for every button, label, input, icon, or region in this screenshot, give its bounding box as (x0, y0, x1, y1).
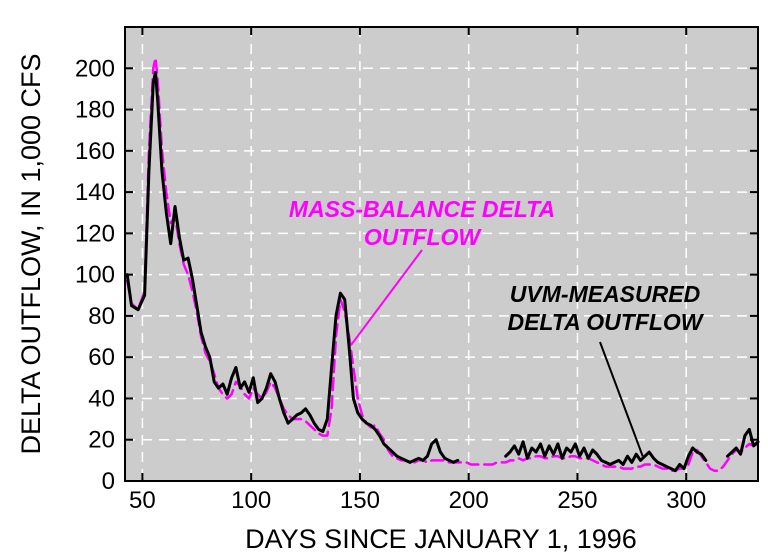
x-tick-label: 250 (557, 487, 597, 514)
plot-background (125, 27, 758, 481)
x-tick-label: 200 (449, 487, 489, 514)
x-tick-label: 300 (666, 487, 706, 514)
y-tick-label: 200 (75, 55, 115, 82)
annotation-line: UVM-MEASURED (510, 281, 700, 307)
annotation-text: UVM-MEASURED DELTA OUTFLOW (507, 281, 704, 335)
uvm-measured-series-line (504, 440, 708, 473)
y-tick-label: 100 (75, 262, 115, 289)
y-axis-label: DELTA OUTFLOW, IN 1,000 CFS (16, 53, 46, 454)
y-tick-label: 60 (88, 344, 115, 371)
ticks: 50 100 150 200 250 300 0 20 40 60 80 100 120 140 160 18… (75, 27, 758, 514)
plot-frame (124, 26, 759, 482)
x-tick-label: 50 (129, 487, 156, 514)
annotation-text: MASS-BALANCE DELTA OUTFLOW (289, 196, 555, 250)
x-tick-label: 150 (340, 487, 380, 514)
y-tick-label: 80 (88, 303, 115, 330)
y-tick-label: 140 (75, 179, 115, 206)
uvm-measured-series-line (726, 427, 760, 458)
grid (125, 27, 758, 481)
x-tick-label: 100 (231, 487, 271, 514)
y-tick-label: 40 (88, 385, 115, 412)
annotation-line: MASS-BALANCE DELTA (289, 196, 555, 222)
y-tick-label: 120 (75, 220, 115, 247)
annotation-pointer-line (350, 249, 423, 346)
y-tick-label: 180 (75, 97, 115, 124)
series-layer (125, 56, 760, 473)
annotation-pointer-line (599, 341, 644, 457)
annotation-line: DELTA OUTFLOW (507, 309, 704, 335)
annotations: MASS-BALANCE DELTA OUTFLOW UVM-MEASURED DEL… (289, 196, 705, 457)
annotation-line: OUTFLOW (364, 224, 483, 250)
y-tick-label: 160 (75, 138, 115, 165)
mass-balance-series-line (125, 56, 760, 472)
x-axis-label: DAYS SINCE JANUARY 1, 1996 (245, 524, 637, 554)
y-tick-label: 20 (88, 427, 115, 454)
y-tick-label: 0 (102, 468, 115, 495)
uvm-measured-series-line (125, 70, 460, 464)
